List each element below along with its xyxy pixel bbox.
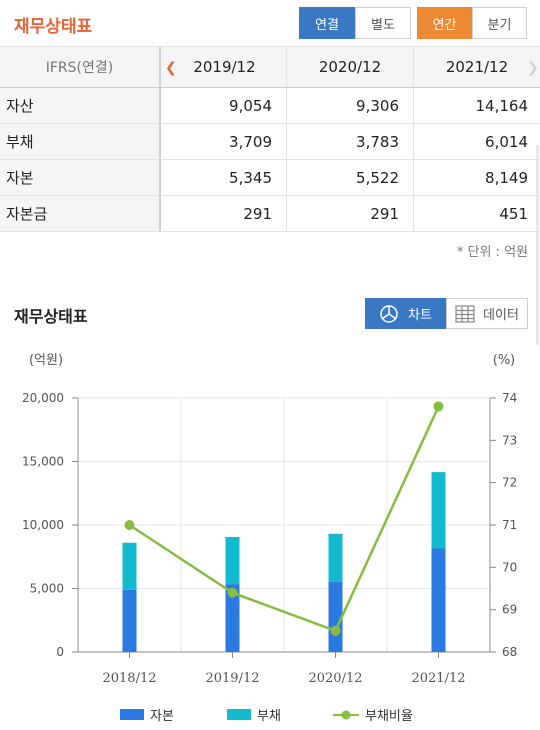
table-header-row: IFRS(연결) 2019/12 2020/12 2021/12 ❮ ❯ (0, 46, 540, 88)
y-right-tick-label: 74 (502, 391, 517, 405)
bar-liability (122, 542, 137, 590)
data-view-button[interactable]: 데이터 (446, 298, 528, 329)
table-grid-icon (455, 304, 475, 323)
chart-section-title: 재무상태표 (14, 307, 88, 326)
table-row: 자본 5,345 5,522 8,149 (0, 160, 540, 196)
row-label: 자본금 (0, 196, 161, 231)
y-right-tick-label: 68 (502, 645, 517, 659)
table-cell: 3,783 (287, 124, 414, 159)
legend-label: 부채비율 (365, 709, 413, 724)
row-label: 부채 (0, 124, 161, 159)
prev-period-arrow-icon[interactable]: ❮ (165, 60, 177, 76)
legend-label: 부채 (257, 709, 281, 724)
liability-swatch (227, 709, 251, 720)
table-cell: 6,014 (485, 132, 528, 151)
table-cell: 9,306 (287, 88, 414, 123)
bar-equity (431, 548, 446, 652)
table-cell: 9,054 (163, 88, 287, 123)
period-header: 2021/12 (445, 58, 509, 76)
tab-quarterly[interactable]: 분기 (472, 7, 527, 39)
x-tick-label: 2021/12 (411, 671, 465, 686)
table-corner-label: IFRS(연결) (0, 47, 161, 87)
table-cell: 451 (499, 204, 528, 223)
bar-equity (225, 584, 240, 652)
bar-liability (431, 472, 446, 549)
tab-separate[interactable]: 별도 (355, 7, 411, 39)
y-right-tick-label: 70 (502, 560, 517, 574)
next-period-arrow-icon[interactable]: ❯ (527, 60, 539, 76)
basis-toggle: 연결 별도 (299, 7, 411, 39)
y-right-tick-label: 73 (502, 433, 517, 447)
legend-item-debt-ratio: 부채비율 (333, 705, 413, 724)
y-right-unit-label: (%) (493, 353, 516, 368)
table-row: 부채 3,709 3,783 6,014 (0, 124, 540, 160)
y-left-tick-label: 10,000 (22, 518, 64, 532)
tab-annual[interactable]: 연간 (417, 7, 472, 39)
bar-equity (328, 581, 343, 652)
table-cell: 8,149 (485, 168, 528, 187)
period-toggle: 연간 분기 (417, 7, 527, 39)
balance-sheet-table: IFRS(연결) 2019/12 2020/12 2021/12 ❮ ❯ 자산 … (0, 46, 540, 232)
row-label: 자산 (0, 88, 161, 123)
period-header: 2020/12 (287, 47, 414, 87)
data-view-label: 데이터 (483, 308, 519, 323)
page-title: 재무상태표 (14, 17, 93, 37)
unit-note: * 단위 : 억원 (456, 245, 528, 260)
legend-label: 자본 (150, 709, 174, 724)
y-right-tick-label: 72 (502, 476, 517, 490)
bar-liability (225, 537, 240, 585)
table-cell: 5,345 (163, 160, 287, 195)
legend-item-equity: 자본 (120, 705, 174, 724)
pie-chart-icon (380, 304, 398, 323)
debt-ratio-point (433, 401, 444, 412)
table-cell: 3,709 (163, 124, 287, 159)
page-header: 재무상태표 연결 별도 연간 분기 (0, 0, 540, 46)
y-left-tick-label: 20,000 (22, 391, 64, 405)
y-left-tick-label: 15,000 (22, 455, 64, 469)
y-left-tick-label: 5,000 (30, 582, 64, 596)
table-cell: 5,522 (287, 160, 414, 195)
table-cell: 14,164 (475, 96, 529, 115)
tab-consolidated[interactable]: 연결 (299, 7, 355, 39)
scrollbar[interactable] (536, 145, 539, 345)
period-header: 2019/12 (163, 47, 287, 87)
table-cell: 291 (163, 196, 287, 231)
y-right-tick-label: 71 (502, 518, 517, 532)
line-marker-icon (333, 710, 359, 719)
table-cell: 291 (287, 196, 414, 231)
equity-swatch (120, 709, 144, 720)
balance-sheet-chart: (억원) (%) 0 5,000 10,000 15,000 20,000 68 69 70 71 7… (22, 353, 517, 686)
table-row: 자본금 291 291 451 (0, 196, 540, 232)
y-right-tick-label: 69 (502, 603, 517, 617)
x-tick-label: 2019/12 (205, 671, 259, 686)
debt-ratio-point (330, 625, 341, 636)
y-left-tick-label: 0 (56, 645, 64, 659)
chart-view-label: 차트 (408, 308, 432, 323)
x-tick-label: 2020/12 (308, 671, 362, 686)
bar-equity (122, 589, 137, 652)
debt-ratio-point (227, 587, 238, 598)
legend-item-liability: 부채 (227, 705, 281, 724)
y-left-unit-label: (억원) (29, 353, 63, 368)
row-label: 자본 (0, 160, 161, 195)
chart-view-button[interactable]: 차트 (365, 298, 446, 329)
table-row: 자산 9,054 9,306 14,164 (0, 88, 540, 124)
debt-ratio-line (128, 405, 440, 633)
bar-liability (328, 533, 343, 582)
x-tick-label: 2018/12 (102, 671, 156, 686)
debt-ratio-point (124, 520, 135, 530)
